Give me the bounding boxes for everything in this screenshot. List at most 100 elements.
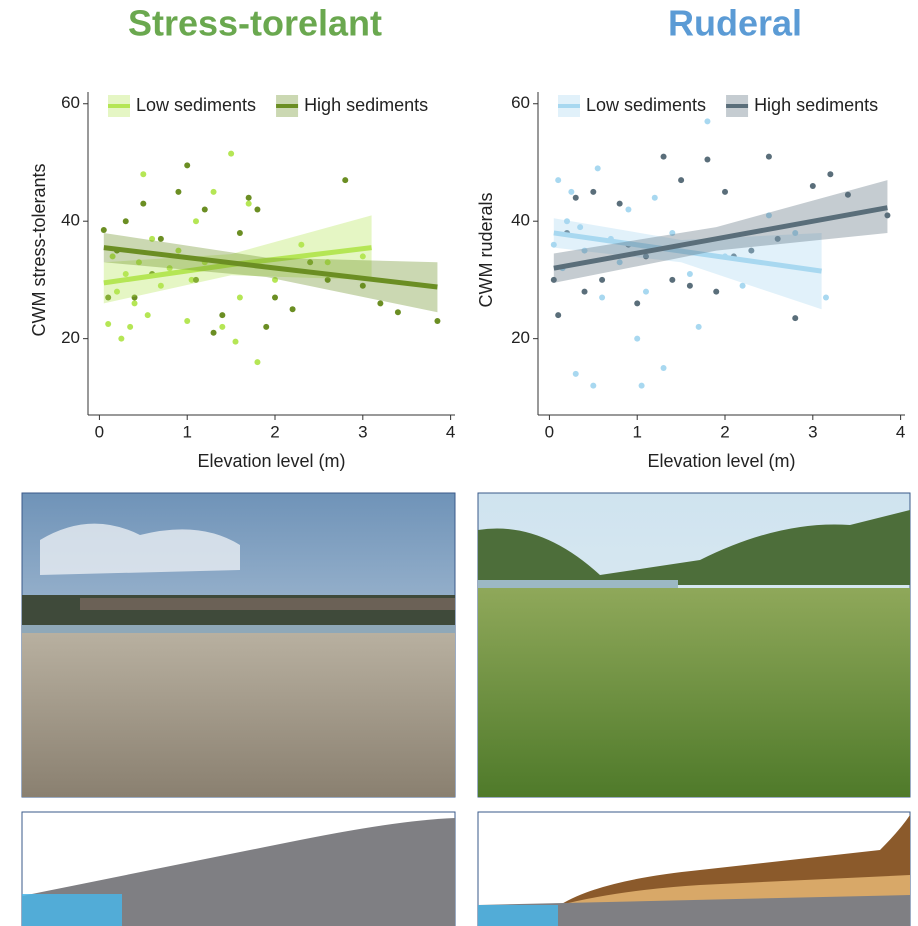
y-axis-label: CWM ruderals [476,192,496,307]
y-tick-label: 20 [511,328,530,347]
point [100,227,107,234]
point [122,271,129,278]
point [254,359,261,366]
point [105,320,112,327]
point [109,253,116,260]
point [590,188,597,195]
point [704,118,711,125]
x-tick-label: 2 [270,422,279,441]
point [555,312,562,319]
photo-gravel-bar [21,492,456,798]
point [581,247,588,254]
point [254,206,261,213]
point [245,200,252,207]
point [669,276,676,283]
y-tick-label: 60 [61,93,80,112]
point [616,259,623,266]
point [272,294,279,301]
point [359,253,366,260]
point [616,200,623,207]
point [324,259,331,266]
confidence-band [103,215,372,304]
x-tick-label: 2 [720,422,729,441]
y-tick-label: 40 [511,211,530,230]
legend-label: High sediments [304,95,428,115]
point [572,194,579,201]
point [210,188,217,195]
point [722,188,729,195]
point [245,194,252,201]
point [739,282,746,289]
x-tick-label: 1 [632,422,641,441]
x-axis-label: Elevation level (m) [197,451,345,471]
point [188,276,195,283]
point [765,212,772,219]
diagram-gravel [21,811,456,926]
x-tick-label: 1 [182,422,191,441]
point [577,224,584,231]
point [686,282,693,289]
point [394,309,401,316]
x-tick-label: 0 [545,422,554,441]
point [748,247,755,254]
point [434,318,441,325]
point [774,235,781,242]
point [563,218,570,225]
point [634,335,641,342]
chart-title: Stress-torelant [128,3,382,44]
point [219,323,226,330]
fit-line [553,230,822,274]
point [263,323,270,330]
point [342,177,349,184]
point [289,306,296,313]
x-tick-label: 0 [95,422,104,441]
point [184,318,191,325]
point [140,200,147,207]
point [599,276,606,283]
point [704,156,711,163]
point [590,382,597,389]
point [105,294,112,301]
point [236,294,243,301]
diagram-sediment [477,811,911,926]
point [157,235,164,242]
point [359,282,366,289]
legend-label: High sediments [754,95,878,115]
point [210,329,217,336]
point [113,288,120,295]
y-tick-label: 40 [61,211,80,230]
point [272,276,279,283]
fit-line [103,245,438,290]
chart-title: Ruderal [668,3,802,44]
point [184,162,191,169]
point [127,323,134,330]
point [122,218,129,225]
point [765,153,772,160]
point [884,212,891,219]
point [140,171,147,178]
point [219,312,226,319]
point [157,282,164,289]
point [192,276,199,283]
point [594,165,601,172]
point [175,188,182,195]
photo-vegetated-bar [477,492,911,798]
point [642,288,649,295]
fit-line [553,205,888,271]
point [550,241,557,248]
y-axis-label: CWM stress-tolerants [29,163,49,336]
point [324,276,331,283]
point [599,294,606,301]
confidence-band [103,232,438,313]
point [844,191,851,198]
y-tick-label: 60 [511,93,530,112]
point [638,382,645,389]
point [686,271,693,278]
point [822,294,829,301]
x-tick-label: 4 [896,422,905,441]
point [232,338,239,345]
point [555,177,562,184]
legend-label: Low sediments [136,95,256,115]
point [568,188,575,195]
